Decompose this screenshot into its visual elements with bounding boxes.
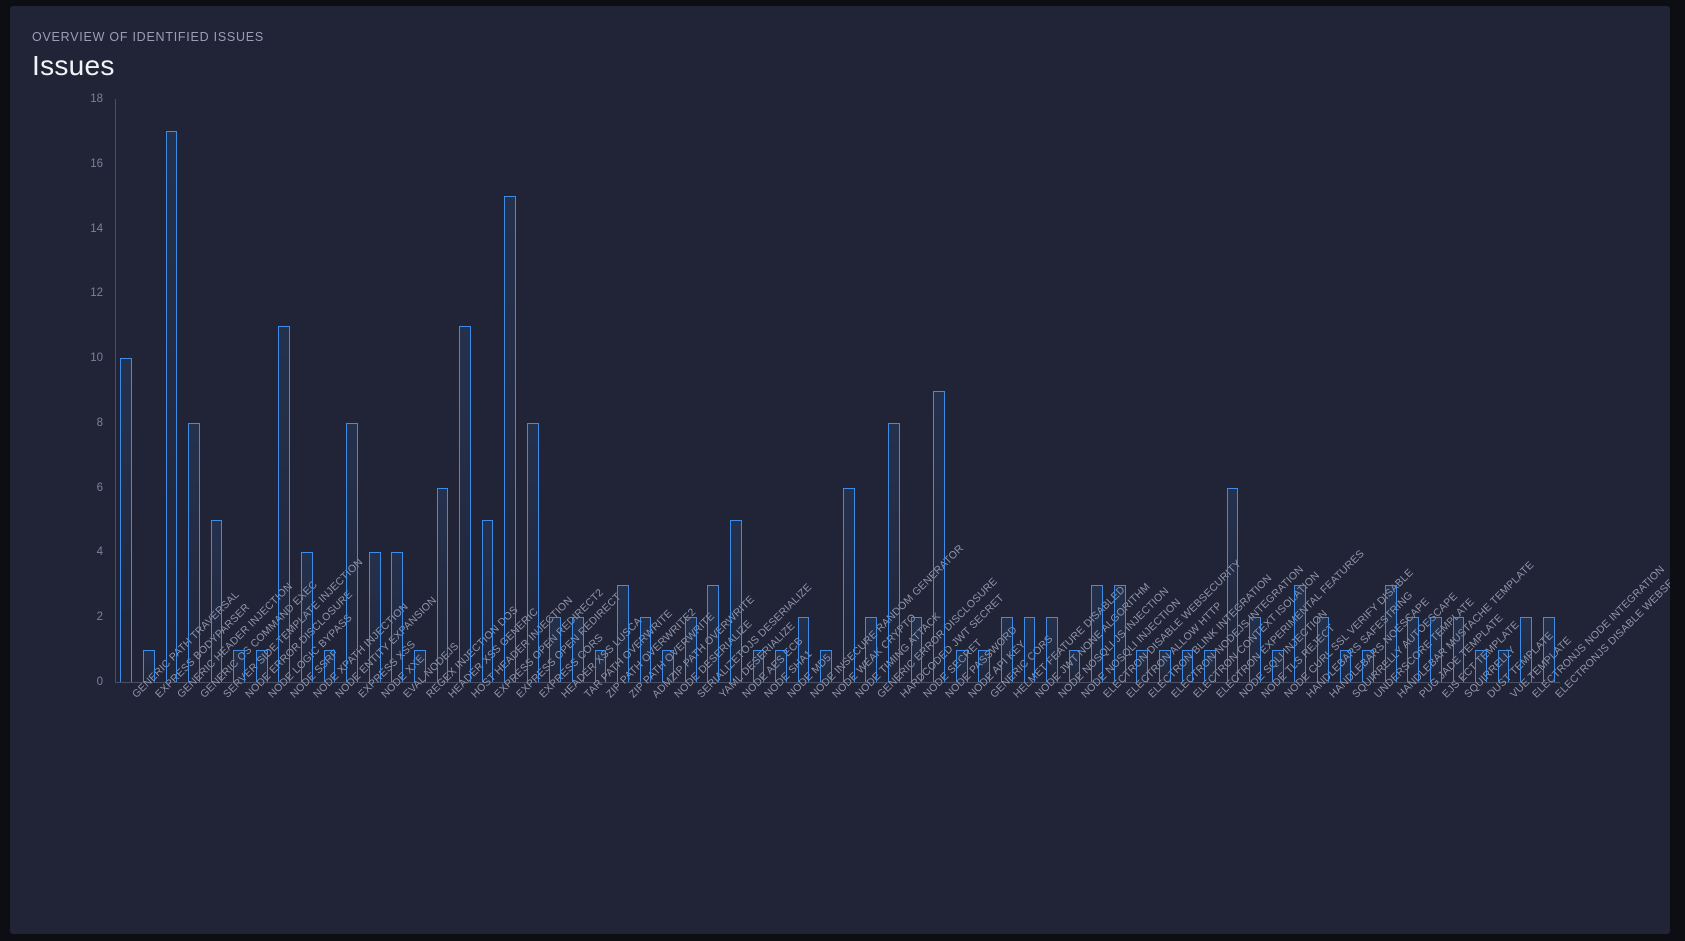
bar[interactable] xyxy=(1091,584,1103,682)
y-axis-tick-label: 14 xyxy=(90,222,103,235)
bar[interactable] xyxy=(571,617,584,682)
bar[interactable] xyxy=(1497,649,1510,682)
bar[interactable] xyxy=(1159,649,1171,682)
bar[interactable] xyxy=(142,649,155,682)
bar[interactable] xyxy=(323,649,336,682)
bar[interactable] xyxy=(188,422,200,682)
x-axis-line xyxy=(115,682,1560,683)
bar[interactable] xyxy=(752,649,765,682)
bar[interactable] xyxy=(797,617,810,682)
bar[interactable] xyxy=(413,649,426,682)
bar[interactable] xyxy=(933,390,945,682)
bar[interactable] xyxy=(775,649,787,682)
y-axis-tick-label: 2 xyxy=(96,611,103,624)
bar[interactable] xyxy=(1384,584,1397,682)
bar[interactable] xyxy=(1204,649,1216,682)
bar[interactable] xyxy=(617,584,629,682)
bar[interactable] xyxy=(955,649,968,682)
bar[interactable] xyxy=(888,422,900,682)
bar[interactable] xyxy=(346,422,358,682)
bar[interactable] xyxy=(1113,584,1126,682)
bar[interactable] xyxy=(1294,584,1307,682)
bar[interactable] xyxy=(1271,649,1284,682)
bar[interactable] xyxy=(1068,649,1081,682)
bar[interactable] xyxy=(1475,649,1487,682)
bar[interactable] xyxy=(910,617,923,682)
bar[interactable] xyxy=(1000,617,1013,682)
bar[interactable] xyxy=(820,649,833,682)
panel-kicker: OVERVIEW OF IDENTIFIED ISSUES xyxy=(32,30,264,44)
bar[interactable] xyxy=(1429,617,1442,682)
bar[interactable] xyxy=(1362,649,1374,682)
bar[interactable] xyxy=(639,617,652,682)
bar[interactable] xyxy=(1407,617,1420,682)
bar[interactable] xyxy=(1542,617,1555,682)
bar[interactable] xyxy=(1136,649,1149,682)
bar[interactable] xyxy=(707,584,720,682)
y-axis-line xyxy=(115,99,116,682)
y-axis-tick-label: 10 xyxy=(90,352,103,365)
y-axis-tick-label: 12 xyxy=(90,287,103,300)
bar[interactable] xyxy=(842,487,855,682)
bar[interactable] xyxy=(255,649,268,682)
bar[interactable] xyxy=(662,649,675,682)
bar[interactable] xyxy=(1023,617,1036,682)
issues-bar-chart: 0 2 4 6 8 10 12 14 16 18 GENERIC PATH TRAVERSAL EXP… xyxy=(10,86,1670,934)
bar[interactable] xyxy=(459,325,471,682)
bar[interactable] xyxy=(1339,649,1352,682)
bar[interactable] xyxy=(210,520,223,682)
bar[interactable] xyxy=(1249,617,1262,682)
bar[interactable] xyxy=(120,358,133,682)
bar[interactable] xyxy=(1520,617,1532,682)
bar[interactable] xyxy=(504,196,516,682)
y-axis-tick-label: 16 xyxy=(90,157,103,170)
page-title: Issues xyxy=(32,50,115,81)
bar[interactable] xyxy=(684,617,697,682)
y-axis-tick-label: 4 xyxy=(96,546,103,559)
bar[interactable] xyxy=(233,649,246,682)
bar[interactable] xyxy=(1317,617,1329,682)
bar[interactable] xyxy=(436,487,449,682)
bar[interactable] xyxy=(978,649,991,682)
bar[interactable] xyxy=(594,649,607,682)
y-axis-tick-label: 8 xyxy=(96,416,103,429)
bar[interactable] xyxy=(278,325,291,682)
bar[interactable] xyxy=(730,520,742,682)
bar[interactable] xyxy=(368,552,381,682)
bar[interactable] xyxy=(1226,487,1239,682)
bar[interactable] xyxy=(1046,617,1058,682)
y-axis-tick-label: 0 xyxy=(96,676,103,688)
y-axis-tick-label: 6 xyxy=(96,481,103,494)
issues-panel: OVERVIEW OF IDENTIFIED ISSUES Issues 0 2 4… xyxy=(10,6,1670,934)
bar[interactable] xyxy=(549,617,562,682)
bar[interactable] xyxy=(301,552,313,682)
bar[interactable] xyxy=(391,552,404,682)
bar[interactable] xyxy=(481,520,494,682)
bar[interactable] xyxy=(1452,617,1465,682)
bar[interactable] xyxy=(526,422,539,682)
y-axis-tick-label: 18 xyxy=(90,93,103,105)
bar[interactable] xyxy=(865,617,878,682)
bar[interactable] xyxy=(1181,649,1194,682)
bar[interactable] xyxy=(165,131,178,682)
